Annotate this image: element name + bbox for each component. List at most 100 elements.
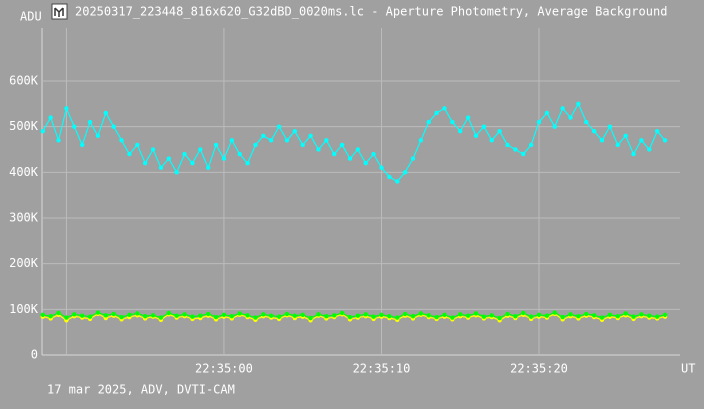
data-point [426, 313, 431, 318]
data-point [639, 138, 644, 143]
data-point [182, 151, 187, 157]
data-point [528, 142, 534, 148]
series-line [42, 102, 666, 183]
data-point [489, 313, 494, 318]
data-point [654, 314, 660, 319]
data-point [584, 311, 589, 317]
data-point [292, 313, 298, 318]
data-point [599, 315, 605, 320]
data-point [324, 313, 329, 319]
x-tick-label: 22:35:20 [510, 362, 568, 376]
data-point [458, 129, 463, 134]
data-point [410, 313, 416, 319]
data-point [552, 124, 557, 129]
data-point [599, 138, 605, 143]
data-point [497, 129, 502, 134]
data-point [662, 138, 668, 143]
data-point [174, 313, 179, 318]
data-point [127, 312, 132, 318]
data-point [591, 129, 597, 134]
x-tick-label: 22:35:10 [353, 362, 411, 376]
data-point [418, 138, 424, 143]
data-point [560, 106, 565, 111]
data-point [402, 311, 408, 317]
data-point [292, 129, 298, 134]
data-point [355, 147, 361, 152]
data-point [261, 133, 266, 138]
y-tick-label: 500K [9, 119, 39, 133]
y-tick-label: 600K [9, 73, 39, 87]
data-point [521, 310, 526, 316]
data-point [221, 312, 227, 318]
data-point [489, 138, 494, 143]
data-point [418, 311, 424, 316]
data-point [473, 311, 479, 316]
data-point [552, 310, 557, 315]
data-point [150, 313, 156, 318]
data-point [568, 312, 573, 317]
data-point [379, 312, 384, 318]
chart-title: 20250317_223448_816x620_G32dBD_0020ms.lc… [75, 5, 667, 19]
data-point [442, 312, 447, 318]
data-point [198, 313, 203, 318]
data-point [87, 314, 93, 319]
data-point [379, 165, 384, 170]
data-point [387, 174, 392, 180]
data-point [607, 312, 613, 318]
data-point [205, 165, 211, 170]
x-axis-label: UT [681, 362, 695, 376]
data-point [528, 314, 534, 319]
data-point [505, 311, 510, 317]
data-point [513, 147, 518, 152]
data-point [371, 314, 376, 319]
data-point [434, 110, 439, 116]
data-point [253, 315, 258, 320]
data-point [276, 314, 282, 319]
data-point [450, 119, 455, 125]
data-point [135, 142, 140, 148]
data-point [576, 313, 581, 319]
data-point [363, 312, 368, 317]
data-point [536, 312, 542, 318]
data-point [221, 156, 227, 161]
data-point [158, 165, 164, 170]
data-point [127, 151, 132, 157]
data-point [276, 124, 282, 129]
data-point [458, 312, 463, 317]
y-axis-label: ADU [20, 10, 42, 24]
data-point [363, 160, 368, 166]
data-point [237, 311, 242, 316]
data-point [79, 313, 85, 318]
data-point [426, 119, 431, 125]
data-point [87, 119, 93, 125]
data-point [64, 315, 69, 320]
data-point [56, 310, 61, 316]
data-point [166, 156, 172, 161]
data-point [332, 151, 337, 157]
data-point [623, 311, 628, 316]
data-point [198, 147, 203, 152]
y-tick-label: 200K [9, 256, 39, 270]
data-point [481, 314, 487, 319]
data-point [465, 313, 471, 318]
data-point [158, 315, 164, 320]
data-point [119, 314, 124, 320]
y-tick-label: 300K [9, 210, 39, 224]
data-point [142, 160, 148, 166]
data-point [111, 311, 116, 317]
data-point [544, 110, 550, 116]
data-point [607, 124, 613, 129]
data-point [72, 124, 77, 129]
data-point [245, 313, 250, 318]
data-point [560, 314, 565, 320]
data-point [150, 147, 156, 152]
footer: 17 mar 2025, ADV, DVTI-CAM [47, 383, 235, 397]
data-point [521, 151, 526, 157]
data-point [316, 312, 321, 317]
data-point [497, 315, 502, 321]
data-point [513, 313, 518, 319]
data-point [410, 156, 416, 161]
title-icon [51, 3, 68, 20]
